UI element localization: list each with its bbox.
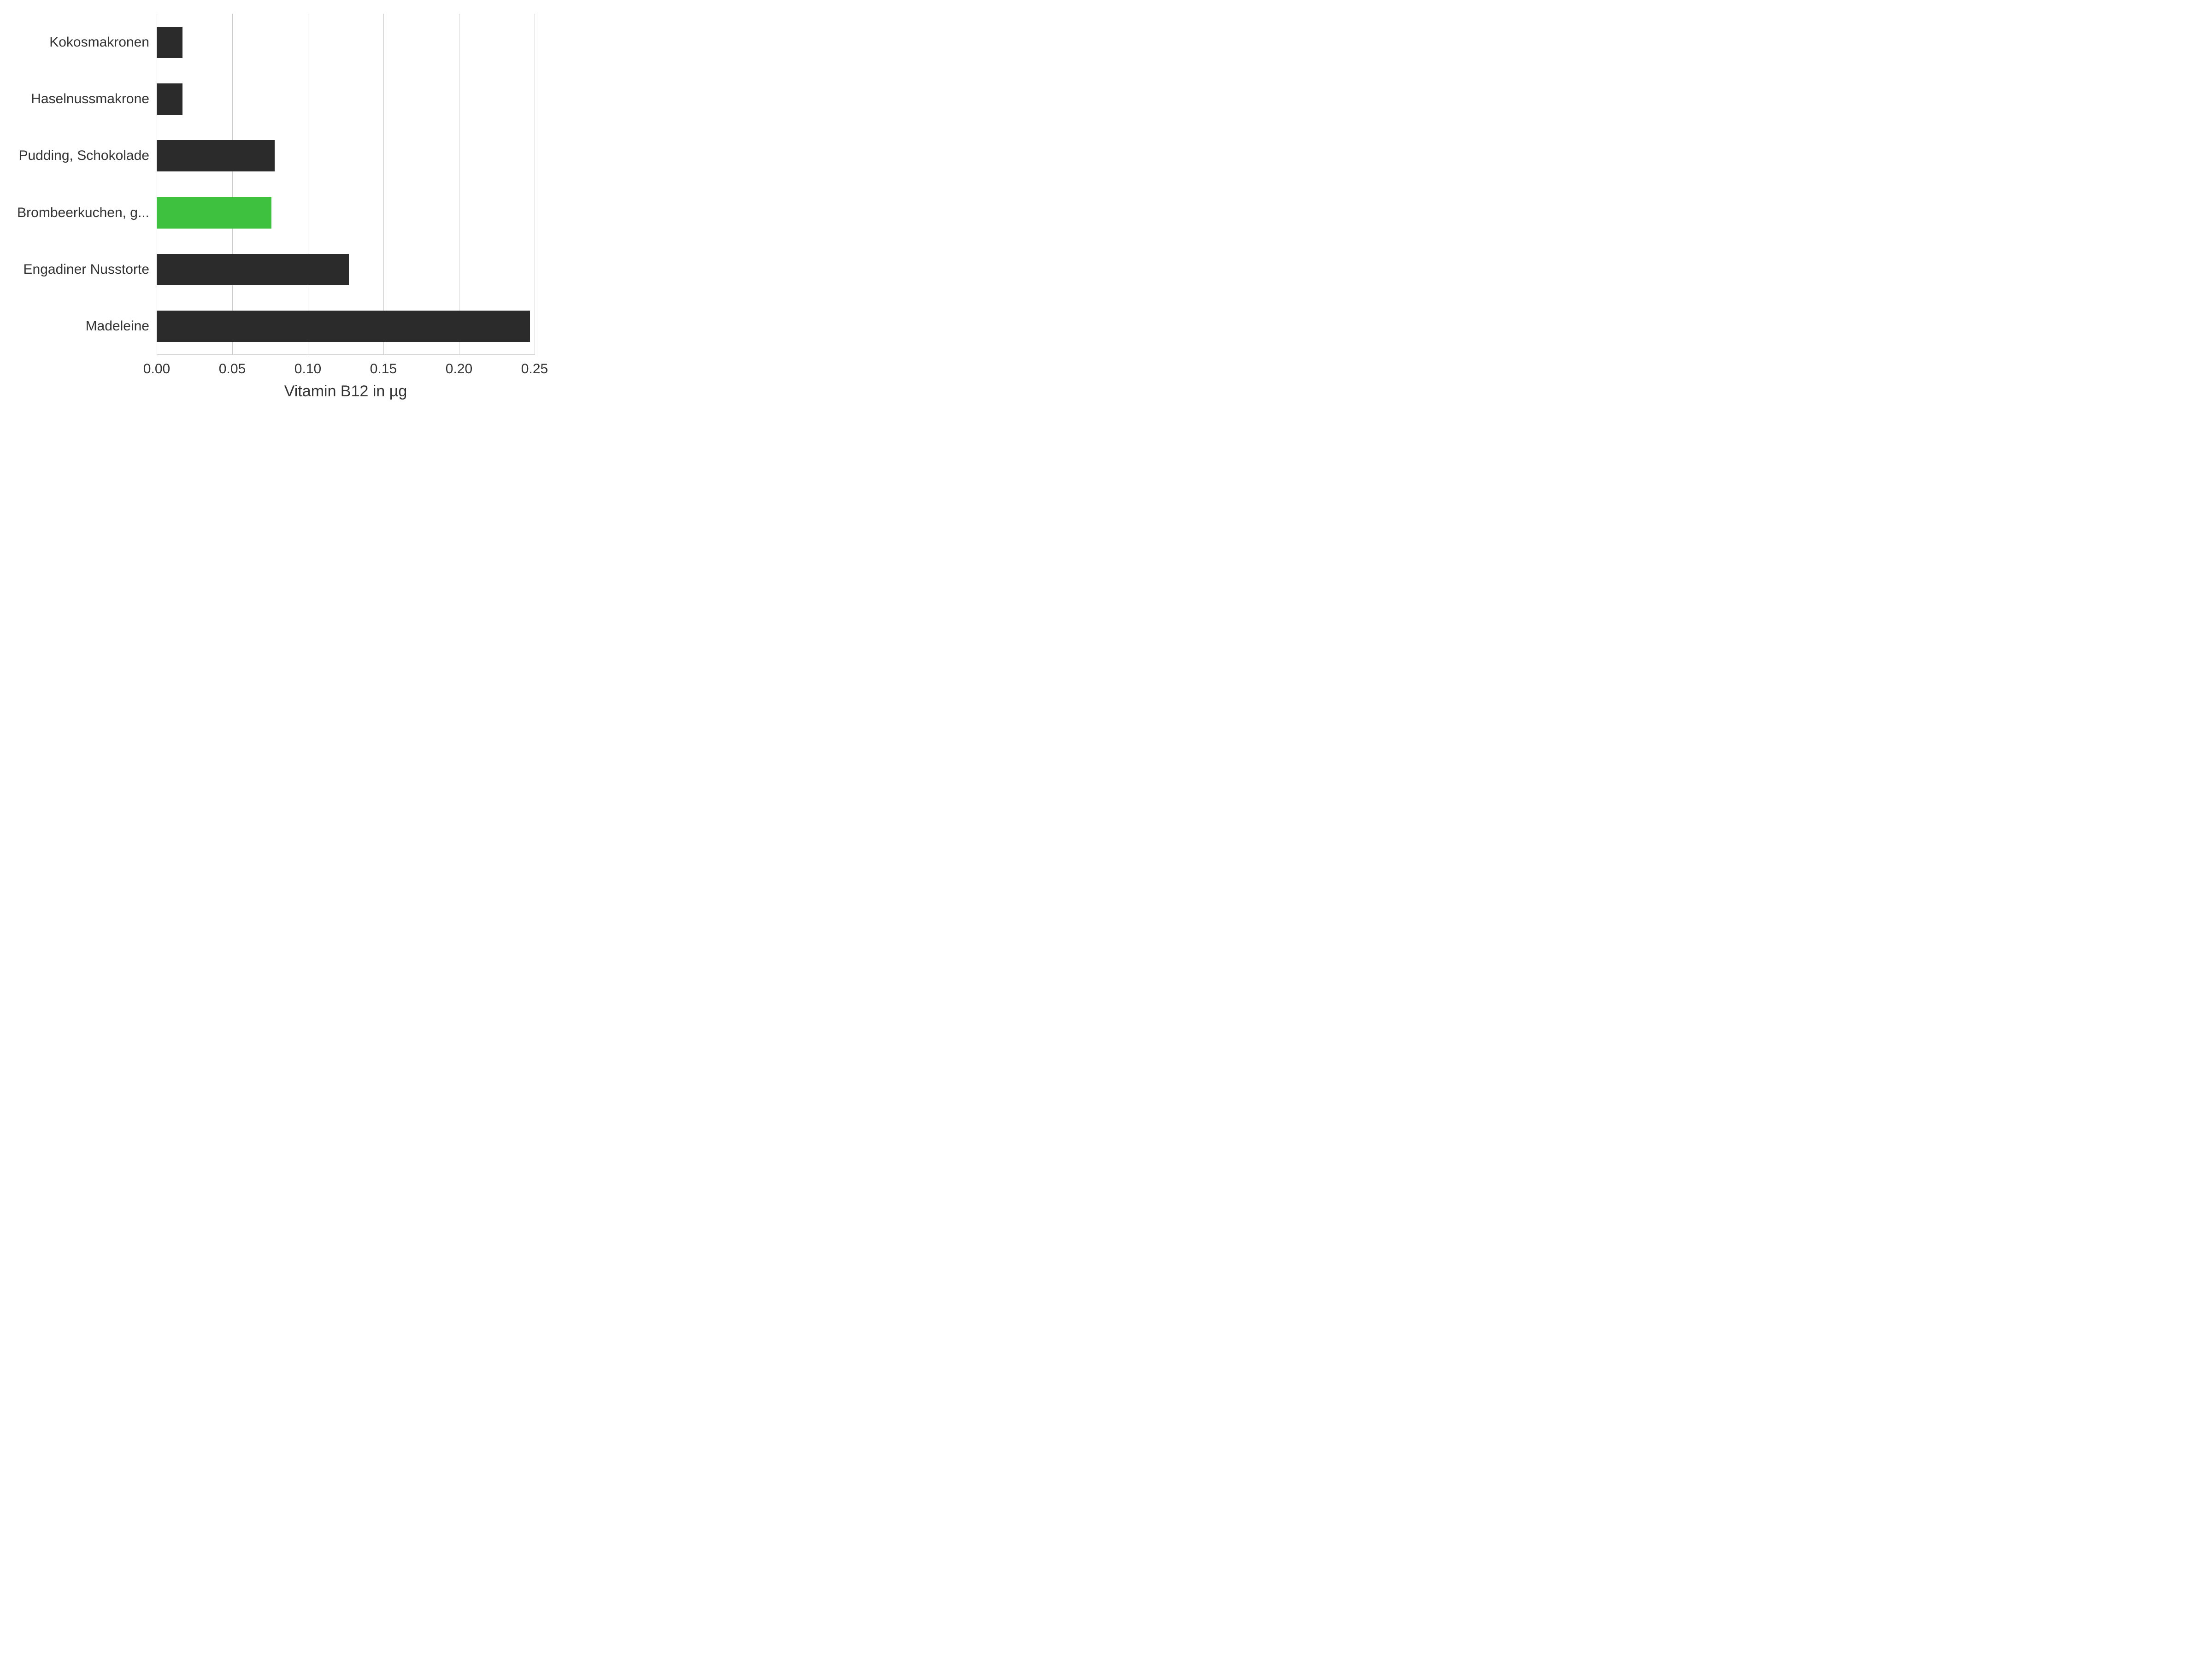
plot-area (157, 14, 535, 355)
x-tick-label: 0.15 (370, 361, 397, 377)
x-tick-label: 0.10 (294, 361, 321, 377)
x-tick-label: 0.00 (143, 361, 170, 377)
y-tick-label: Pudding, Schokolade (18, 148, 149, 164)
y-tick-label: Haselnussmakrone (31, 91, 149, 107)
vitamin-b12-bar-chart: Vitamin B12 in µg 0.00 0.05 0.10 0.15 0.20 0.… (0, 0, 553, 415)
x-tick-label: 0.25 (521, 361, 548, 377)
x-tick-label: 0.05 (219, 361, 246, 377)
gridline (383, 14, 384, 355)
bar (157, 83, 182, 115)
x-tick-label: 0.20 (446, 361, 472, 377)
x-axis-title: Vitamin B12 in µg (284, 382, 407, 400)
bar (157, 197, 271, 229)
bar (157, 140, 275, 171)
bar (157, 254, 349, 285)
bar (157, 311, 530, 342)
y-tick-label: Brombeerkuchen, g... (17, 205, 149, 221)
y-tick-label: Madeleine (86, 318, 149, 334)
x-axis-line (157, 354, 535, 355)
y-tick-label: Kokosmakronen (49, 35, 149, 50)
y-tick-label: Engadiner Nusstorte (24, 262, 150, 277)
gridline (232, 14, 233, 355)
bar (157, 27, 182, 58)
